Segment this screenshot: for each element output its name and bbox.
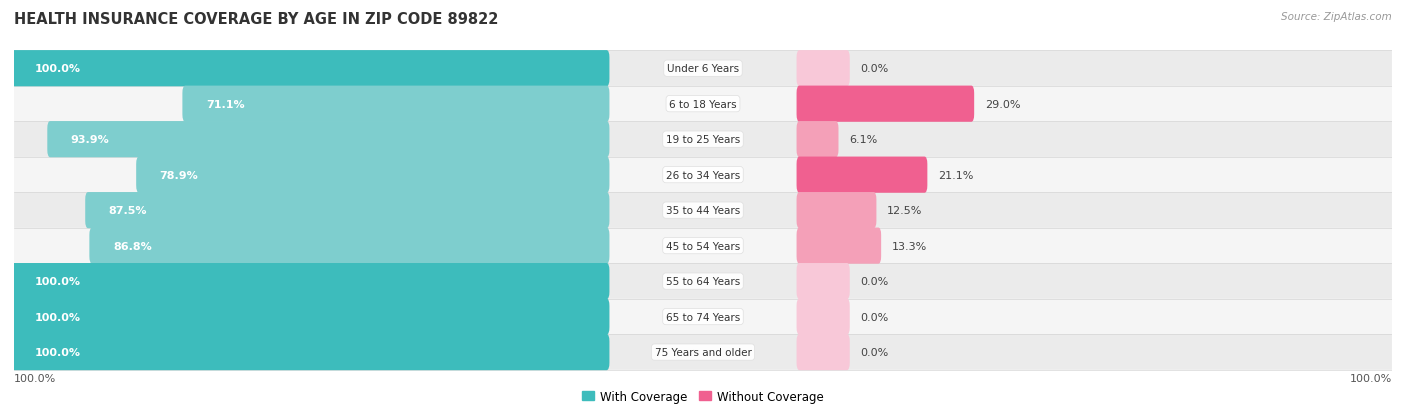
Text: 13.3%: 13.3% [891, 241, 928, 251]
FancyBboxPatch shape [14, 299, 1392, 335]
FancyBboxPatch shape [14, 87, 1392, 122]
FancyBboxPatch shape [14, 193, 1392, 228]
Legend: With Coverage, Without Coverage: With Coverage, Without Coverage [578, 385, 828, 408]
Text: 55 to 64 Years: 55 to 64 Years [666, 276, 740, 287]
Text: Source: ZipAtlas.com: Source: ZipAtlas.com [1281, 12, 1392, 22]
FancyBboxPatch shape [797, 334, 849, 370]
Text: 6.1%: 6.1% [849, 135, 877, 145]
Text: 78.9%: 78.9% [160, 170, 198, 180]
Text: 0.0%: 0.0% [860, 276, 889, 287]
Text: 6 to 18 Years: 6 to 18 Years [669, 100, 737, 109]
Text: 35 to 44 Years: 35 to 44 Years [666, 206, 740, 216]
Text: 45 to 54 Years: 45 to 54 Years [666, 241, 740, 251]
FancyBboxPatch shape [797, 228, 882, 264]
Text: 100.0%: 100.0% [1350, 373, 1392, 383]
Text: 100.0%: 100.0% [35, 312, 80, 322]
Text: 71.1%: 71.1% [205, 100, 245, 109]
FancyBboxPatch shape [136, 157, 609, 193]
FancyBboxPatch shape [797, 299, 849, 335]
Text: 0.0%: 0.0% [860, 64, 889, 74]
FancyBboxPatch shape [48, 122, 609, 158]
FancyBboxPatch shape [14, 157, 1392, 193]
FancyBboxPatch shape [11, 51, 609, 87]
Text: 100.0%: 100.0% [35, 64, 80, 74]
FancyBboxPatch shape [14, 335, 1392, 370]
FancyBboxPatch shape [11, 299, 609, 335]
FancyBboxPatch shape [797, 86, 974, 123]
Text: 26 to 34 Years: 26 to 34 Years [666, 170, 740, 180]
Text: 21.1%: 21.1% [938, 170, 973, 180]
FancyBboxPatch shape [14, 228, 1392, 264]
FancyBboxPatch shape [14, 122, 1392, 157]
FancyBboxPatch shape [797, 51, 849, 87]
FancyBboxPatch shape [14, 264, 1392, 299]
Text: 0.0%: 0.0% [860, 347, 889, 357]
Text: 12.5%: 12.5% [887, 206, 922, 216]
Text: 93.9%: 93.9% [70, 135, 110, 145]
FancyBboxPatch shape [797, 192, 876, 229]
Text: 0.0%: 0.0% [860, 312, 889, 322]
FancyBboxPatch shape [86, 192, 609, 229]
Text: 29.0%: 29.0% [986, 100, 1021, 109]
FancyBboxPatch shape [183, 86, 609, 123]
Text: 100.0%: 100.0% [35, 276, 80, 287]
Text: 19 to 25 Years: 19 to 25 Years [666, 135, 740, 145]
Text: Under 6 Years: Under 6 Years [666, 64, 740, 74]
Text: 65 to 74 Years: 65 to 74 Years [666, 312, 740, 322]
Text: HEALTH INSURANCE COVERAGE BY AGE IN ZIP CODE 89822: HEALTH INSURANCE COVERAGE BY AGE IN ZIP … [14, 12, 499, 27]
FancyBboxPatch shape [797, 263, 849, 299]
FancyBboxPatch shape [90, 228, 609, 264]
Text: 100.0%: 100.0% [14, 373, 56, 383]
Text: 100.0%: 100.0% [35, 347, 80, 357]
Text: 75 Years and older: 75 Years and older [655, 347, 751, 357]
Text: 87.5%: 87.5% [108, 206, 148, 216]
FancyBboxPatch shape [11, 263, 609, 299]
FancyBboxPatch shape [797, 122, 838, 158]
FancyBboxPatch shape [14, 51, 1392, 87]
FancyBboxPatch shape [797, 157, 928, 193]
FancyBboxPatch shape [11, 334, 609, 370]
Text: 86.8%: 86.8% [112, 241, 152, 251]
